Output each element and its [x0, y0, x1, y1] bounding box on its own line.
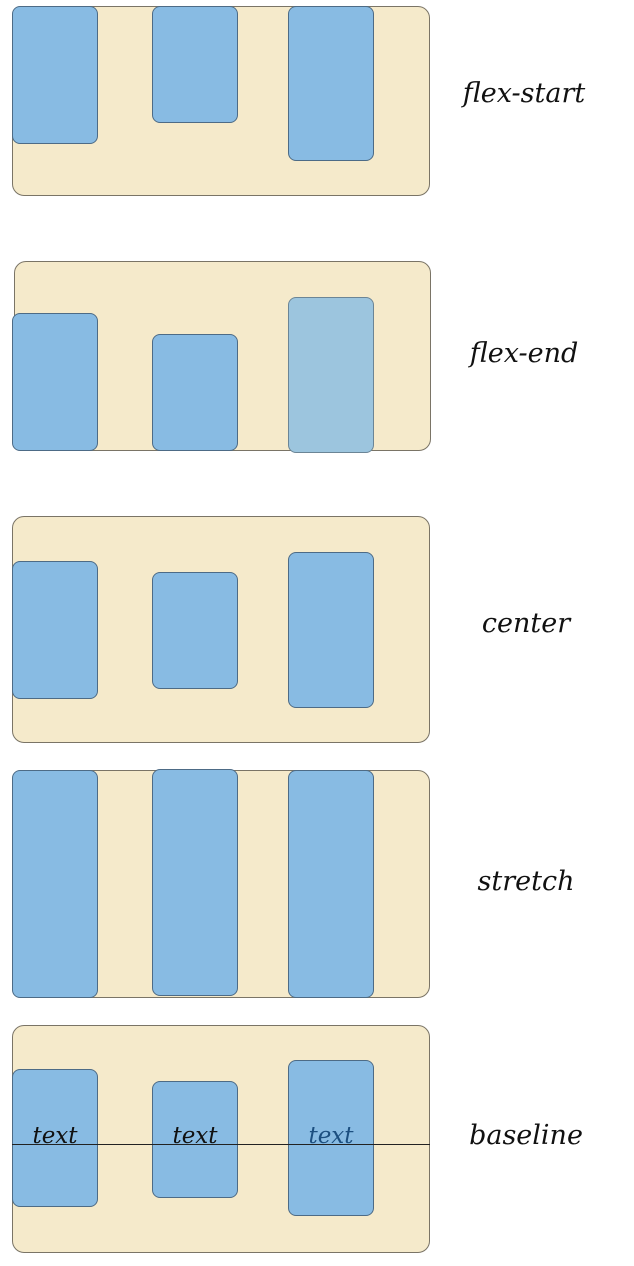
baseline-item-3-text: text — [308, 1123, 354, 1149]
flex-end-item-1 — [12, 313, 98, 451]
center-item-1 — [12, 561, 98, 699]
baseline-item-1: text — [12, 1069, 98, 1207]
stretch-label: stretch — [477, 866, 575, 897]
baseline-guide-line — [12, 1144, 430, 1145]
flex-start-item-1 — [12, 6, 98, 144]
flex-start-item-3 — [288, 6, 374, 161]
center-item-2 — [152, 572, 238, 689]
baseline-label: baseline — [469, 1120, 583, 1151]
flex-end-item-3 — [288, 297, 374, 453]
baseline-item-1-text: text — [32, 1123, 78, 1149]
flex-start-item-2 — [152, 6, 238, 123]
stretch-item-1 — [12, 770, 98, 998]
flex-end-label: flex-end — [469, 338, 579, 369]
baseline-item-3: text — [288, 1060, 374, 1216]
baseline-item-2: text — [152, 1081, 238, 1198]
center-item-3 — [288, 552, 374, 708]
baseline-item-2-text: text — [172, 1123, 218, 1149]
flex-start-label: flex-start — [462, 78, 586, 109]
center-label: center — [481, 608, 571, 639]
stretch-item-3 — [288, 770, 374, 998]
flex-end-item-2 — [152, 334, 238, 451]
stretch-item-2 — [152, 769, 238, 996]
